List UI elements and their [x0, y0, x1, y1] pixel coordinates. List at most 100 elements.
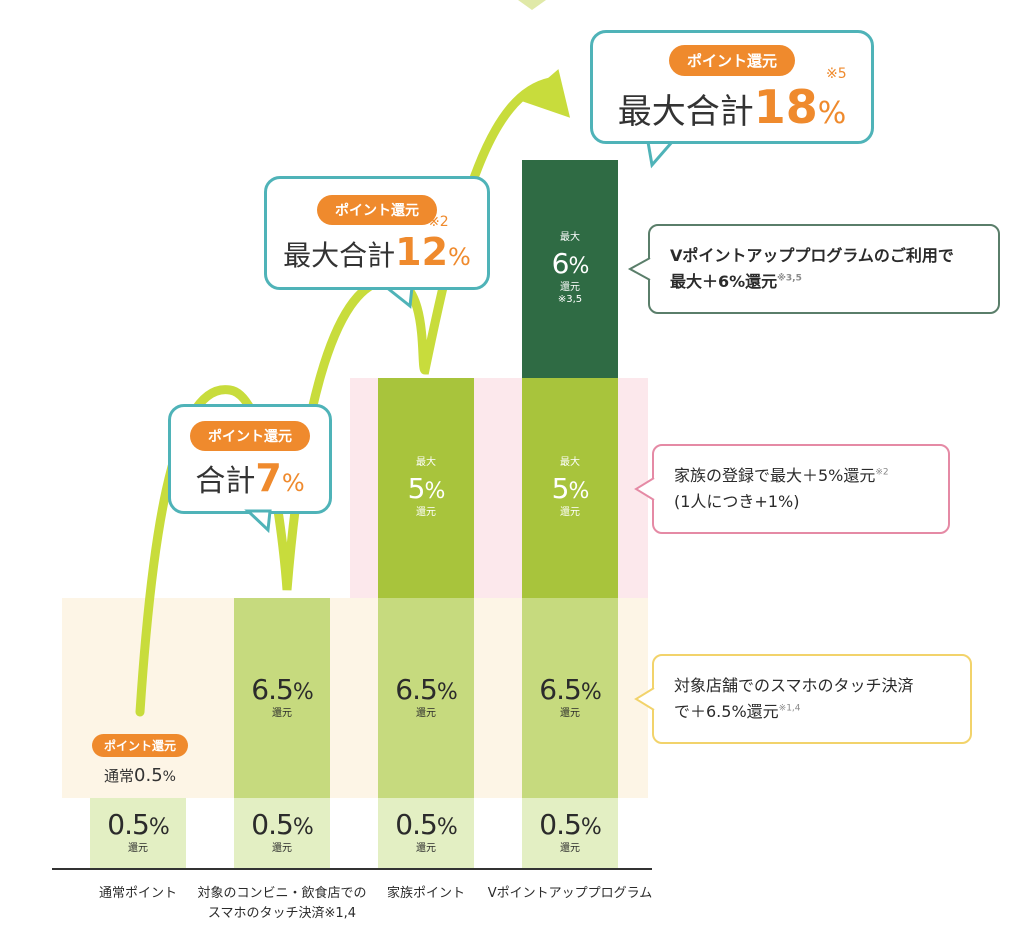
callout-note: ※1,4: [778, 703, 801, 714]
base-pill: ポイント還元: [91, 733, 188, 757]
bar-value-unit: %: [568, 254, 589, 279]
bubble-total: 合計7%: [195, 459, 304, 497]
bar-value-unit: %: [292, 680, 314, 705]
x-tick-label-0: 通常ポイント: [38, 884, 238, 904]
callout-line2: 最大＋6%還元※3,5: [670, 269, 978, 295]
bar-value-number: 0.5: [107, 808, 150, 841]
bar-value-number: 5: [551, 472, 570, 505]
bubble-percent: %: [281, 469, 305, 497]
bar-vup-3: 最大 6% 還元 ※3,5: [522, 160, 618, 378]
bar-prefix: 最大: [416, 457, 436, 468]
x-tick-label-line: Vポイントアッププログラム: [487, 886, 653, 901]
callout-tail-family: [634, 477, 655, 501]
bar-value-unit: %: [568, 479, 589, 504]
bar-note: ※3,5: [557, 294, 583, 305]
bar-prefix: 最大: [560, 232, 580, 243]
callout-touch-payment: 対象店舗でのスマホのタッチ決済 で＋6.5%還元※1,4: [652, 654, 972, 744]
bar-value: 5%: [551, 472, 590, 505]
bar-sub-label: 還元: [560, 507, 580, 518]
bar-value-number: 6: [551, 247, 570, 280]
callout-family: 家族の登録で最大＋5%還元※2 (1人につき+1%): [652, 444, 950, 534]
callout-vpoint-up: Vポイントアッププログラムのご利用で 最大＋6%還元※3,5: [648, 224, 1000, 314]
callout-line1-text: 家族の登録で最大＋5%還元: [674, 466, 876, 486]
bar-value-number: 5: [407, 472, 426, 505]
bar-value-unit: %: [580, 680, 602, 705]
bar-sub-label: 還元: [416, 708, 436, 719]
bubble-total: 最大合計18%: [618, 84, 847, 130]
total-bubble-18: ポイント還元 最大合計18%: [590, 30, 874, 144]
bar-value: 0.5%: [251, 808, 314, 841]
bubble-note-18: ※5: [826, 66, 847, 82]
total-bubble-7: ポイント還元 合計7%: [168, 404, 332, 514]
bar-sub-label: 還元: [560, 708, 580, 719]
bubble-number: 7: [255, 456, 282, 500]
bubble-total: 最大合計12%: [283, 233, 471, 271]
x-tick-label-line: スマホのタッチ決済※1,4: [207, 905, 357, 921]
bar-value-number: 0.5: [251, 808, 294, 841]
x-tick-label-line: 通常ポイント: [98, 886, 177, 901]
bar-base-1: 0.5% 還元: [234, 798, 330, 868]
callout-line1: Vポイントアッププログラムのご利用で: [670, 246, 954, 266]
callout-tail-touch: [634, 687, 655, 711]
callout-note: ※3,5: [777, 273, 802, 284]
bar-touch-1: 6.5% 還元: [234, 598, 330, 798]
base-total-prefix: 通常: [104, 766, 135, 785]
bubble-tail-7: [244, 509, 272, 534]
bar-value: 5%: [407, 472, 446, 505]
bubble-percent: %: [817, 95, 847, 131]
bubble-number: 18: [753, 79, 818, 134]
bar-sub-label: 還元: [272, 708, 292, 719]
bar-base-3: 0.5% 還元: [522, 798, 618, 868]
callout-line2-text: 最大＋6%還元: [670, 272, 778, 291]
bar-value-number: 6.5: [395, 673, 438, 706]
base-total-percent: %: [162, 768, 176, 785]
bar-sub-label: 還元: [272, 843, 292, 854]
base-total: 通常0.5%: [104, 764, 176, 786]
x-tick-label-3: Vポイントアッププログラム: [470, 884, 670, 904]
base-total-number: 0.5: [134, 764, 163, 786]
x-tick-label-1: 対象のコンビニ・飲食店での スマホのタッチ決済※1,4: [182, 884, 382, 923]
bar-value: 0.5%: [539, 811, 602, 840]
bar-prefix: 最大: [560, 457, 580, 468]
bar-sub-label: 還元: [416, 507, 436, 518]
callout-line1: 家族の登録で最大＋5%還元※2: [674, 463, 928, 489]
bubble-note-12: ※2: [428, 214, 449, 230]
callout-line2-text: で＋6.5%還元: [674, 702, 779, 721]
base-point-label: ポイント還元 通常0.5%: [80, 728, 200, 790]
x-tick-label-2: 家族ポイント: [326, 884, 526, 904]
x-tick-label-line: 対象のコンビニ・飲食店での: [197, 886, 367, 901]
bubble-prefix: 最大合計: [617, 91, 754, 132]
bubble-prefix: 合計: [195, 464, 256, 499]
bar-value-unit: %: [580, 815, 602, 840]
arrow-head: [521, 69, 571, 118]
bar-value-unit: %: [292, 815, 314, 840]
bar-value: 6.5%: [395, 673, 458, 706]
bar-value-unit: %: [436, 680, 458, 705]
bubble-prefix: 最大合計: [283, 239, 396, 272]
bar-base-0: 0.5% 還元: [90, 798, 186, 868]
bar-value: 0.5%: [107, 808, 169, 841]
bar-value-number: 6.5: [539, 673, 582, 706]
bar-value: 6%: [551, 247, 590, 280]
bar-touch-3: 6.5% 還元: [522, 598, 618, 798]
bar-sub-label: 還元: [560, 843, 580, 854]
callout-line1: 対象店舗でのスマホのタッチ決済: [674, 676, 914, 696]
x-tick-label-line: 家族ポイント: [386, 886, 465, 901]
callout-line2: (1人につき+1%): [674, 492, 800, 511]
bar-value-unit: %: [436, 815, 458, 840]
bar-value-number: 6.5: [251, 673, 294, 706]
bar-family-3: 最大 5% 還元: [522, 378, 618, 598]
bubble-pill: ポイント還元: [190, 421, 310, 451]
callout-note: ※2: [875, 468, 889, 479]
bubble-percent: %: [448, 243, 471, 271]
bar-base-2: 0.5% 還元: [378, 798, 474, 868]
bar-touch-2: 6.5% 還元: [378, 598, 474, 798]
callout-line2: で＋6.5%還元※1,4: [674, 699, 950, 725]
bubble-pill: ポイント還元: [317, 195, 437, 225]
bar-value: 0.5%: [395, 811, 458, 840]
bar-family-2: 最大 5% 還元: [378, 378, 474, 598]
bar-sub-label: 還元: [128, 843, 148, 854]
bar-value: 6.5%: [251, 673, 314, 706]
